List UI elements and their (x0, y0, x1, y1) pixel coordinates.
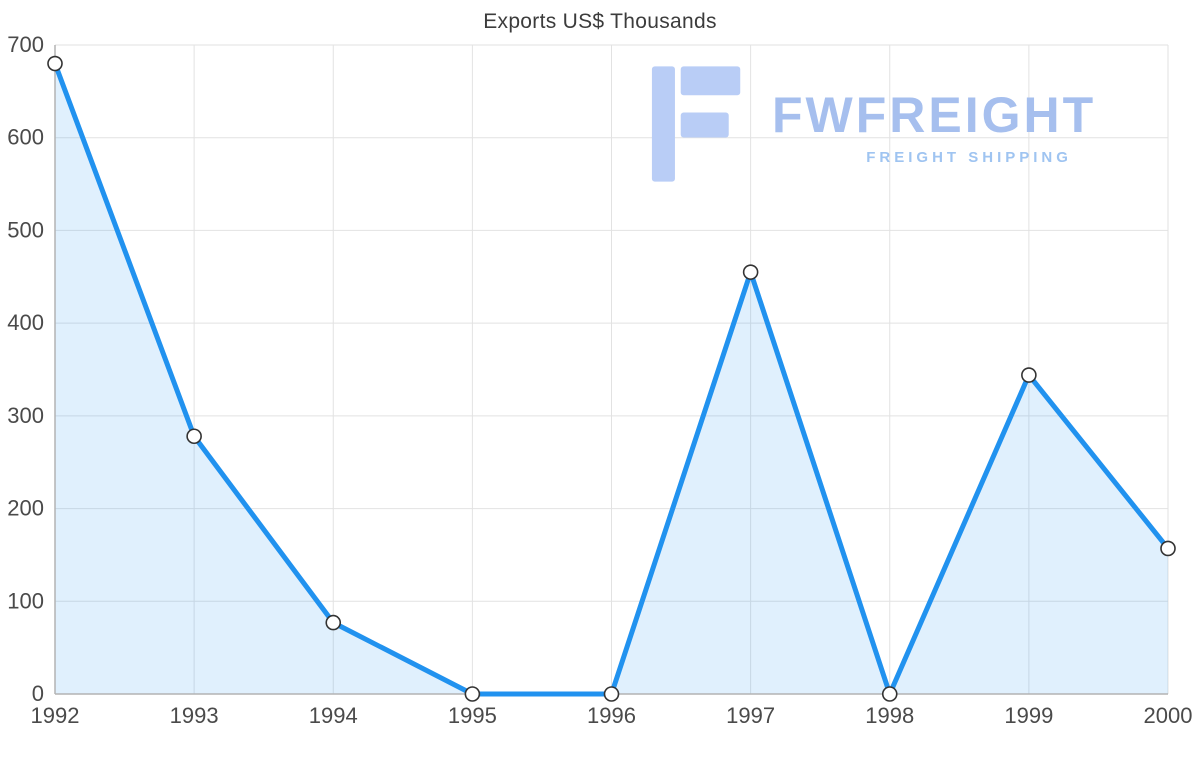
x-tick-label: 1998 (865, 703, 914, 728)
y-tick-label: 100 (7, 588, 44, 613)
x-tick-label: 1993 (170, 703, 219, 728)
data-point-marker (881, 686, 898, 702)
x-tick-label: 1992 (31, 703, 80, 728)
x-tick-label: 1994 (309, 703, 358, 728)
data-point-marker (1021, 367, 1037, 383)
x-tick-label: 2000 (1144, 703, 1193, 728)
data-point-marker (464, 686, 481, 702)
y-tick-label: 300 (7, 403, 44, 428)
y-tick-label: 200 (7, 496, 44, 521)
data-point-marker (47, 55, 63, 72)
data-point-marker (186, 428, 202, 445)
y-tick-label: 600 (7, 125, 44, 150)
data-point-marker (1160, 540, 1176, 557)
area-fill (55, 63, 1168, 695)
x-tick-label: 1995 (448, 703, 497, 728)
chart-title: Exports US$ Thousands (483, 10, 717, 33)
y-tick-label: 400 (7, 310, 44, 335)
x-tick-label: 1996 (587, 703, 636, 728)
y-tick-label: 0 (32, 681, 44, 706)
y-tick-label: 700 (7, 32, 44, 57)
x-tick-label: 1999 (1004, 703, 1053, 728)
data-point-marker (742, 264, 759, 280)
data-point-marker (325, 614, 342, 631)
x-tick-label: 1997 (726, 703, 775, 728)
data-point-marker (603, 686, 620, 702)
y-tick-label: 500 (7, 217, 44, 242)
